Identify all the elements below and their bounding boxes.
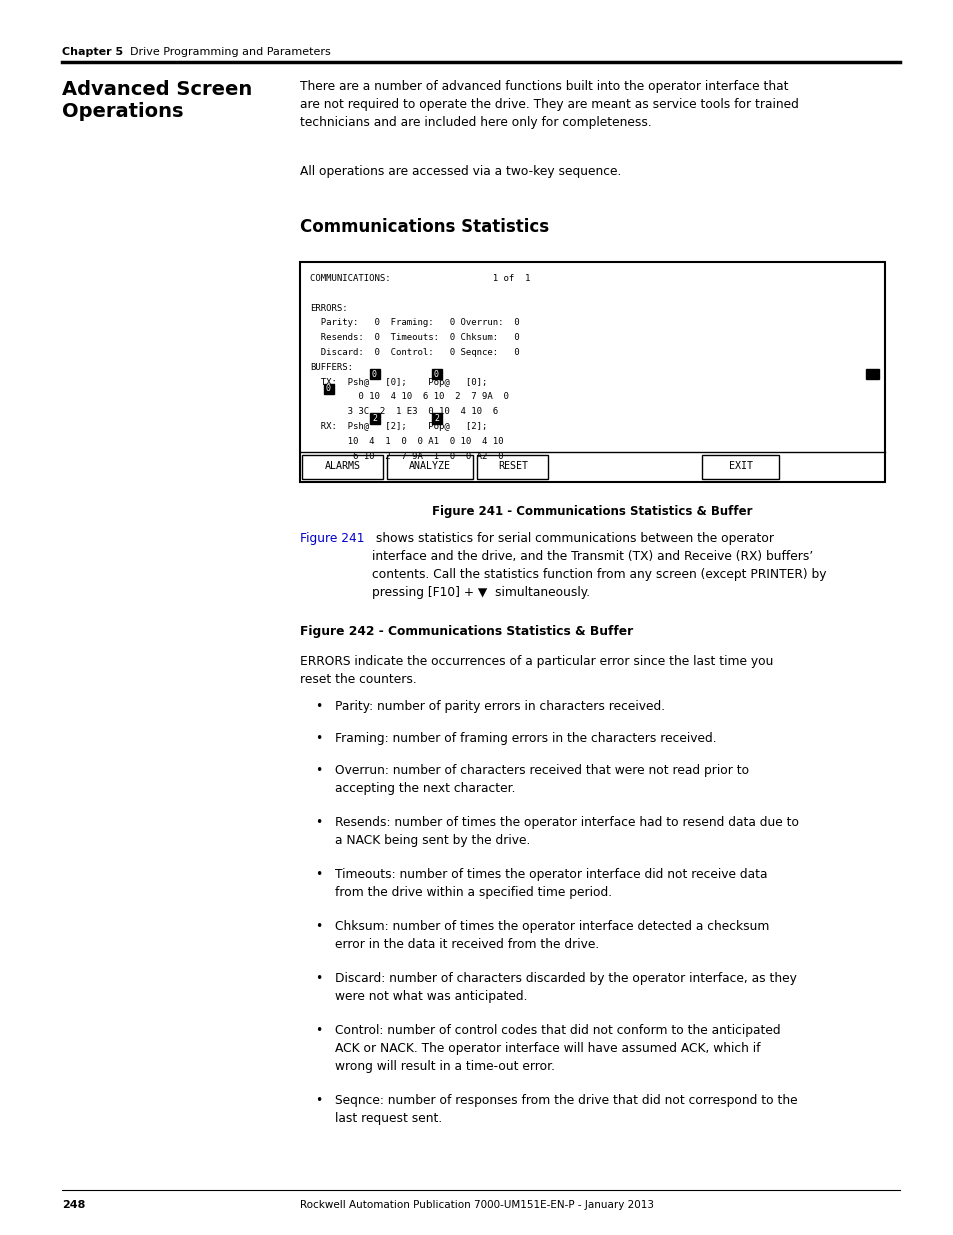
Text: ALARMS: ALARMS (324, 461, 360, 471)
Text: There are a number of advanced functions built into the operator interface that
: There are a number of advanced functions… (299, 80, 798, 128)
Text: 6 10  2  7 9A  1  0  0 A2  0: 6 10 2 7 9A 1 0 0 A2 0 (310, 452, 503, 461)
Text: •: • (314, 700, 322, 713)
Text: •: • (314, 764, 322, 777)
Text: •: • (314, 816, 322, 829)
Text: •: • (314, 1024, 322, 1037)
Bar (369, 369, 379, 379)
Text: EXIT: EXIT (728, 461, 752, 471)
Text: 2: 2 (372, 414, 376, 424)
Text: Discard:  0  Control:   0 Seqnce:   0: Discard: 0 Control: 0 Seqnce: 0 (310, 348, 519, 357)
Text: Control: number of control codes that did not conform to the anticipated
ACK or : Control: number of control codes that di… (335, 1024, 780, 1073)
Text: Parity:   0  Framing:   0 Overrun:  0: Parity: 0 Framing: 0 Overrun: 0 (310, 319, 519, 327)
Text: Chksum: number of times the operator interface detected a checksum
error in the : Chksum: number of times the operator int… (335, 920, 768, 951)
Text: •: • (314, 868, 322, 881)
Text: •: • (314, 732, 322, 745)
Text: Timeouts: number of times the operator interface did not receive data
from the d: Timeouts: number of times the operator i… (335, 868, 767, 899)
Bar (386, 454, 473, 479)
Text: Figure 241 - Communications Statistics & Buffer: Figure 241 - Communications Statistics &… (432, 505, 752, 517)
Text: Seqnce: number of responses from the drive that did not correspond to the
last r: Seqnce: number of responses from the dri… (335, 1094, 797, 1125)
Text: shows statistics for serial communications between the operator
interface and th: shows statistics for serial communicatio… (372, 532, 825, 599)
Text: Framing: number of framing errors in the characters received.: Framing: number of framing errors in the… (335, 732, 716, 745)
Text: 248: 248 (62, 1200, 85, 1210)
Text: 3 3C  2  1 E3  0 10  4 10  6: 3 3C 2 1 E3 0 10 4 10 6 (310, 408, 497, 416)
Bar (299, 262, 884, 482)
Bar (302, 454, 382, 479)
Text: BUFFERS:: BUFFERS: (310, 363, 353, 372)
Text: Figure 241: Figure 241 (299, 532, 364, 545)
Text: Drive Programming and Parameters: Drive Programming and Parameters (130, 47, 331, 57)
Text: Chapter 5: Chapter 5 (62, 47, 123, 57)
Text: RX:  Psh@   [2];    Pop@   [2];: RX: Psh@ [2]; Pop@ [2]; (310, 422, 487, 431)
Bar (323, 384, 334, 394)
Text: Figure 242 - Communications Statistics & Buffer: Figure 242 - Communications Statistics &… (299, 625, 633, 638)
Text: 0: 0 (372, 369, 376, 379)
Text: All operations are accessed via a two-key sequence.: All operations are accessed via a two-ke… (299, 165, 620, 178)
Bar (865, 369, 878, 379)
Text: RESET: RESET (497, 461, 527, 471)
Text: 10  4  1  0  0 A1  0 10  4 10: 10 4 1 0 0 A1 0 10 4 10 (310, 437, 503, 446)
Text: Parity: number of parity errors in characters received.: Parity: number of parity errors in chara… (335, 700, 664, 713)
Text: •: • (314, 1094, 322, 1107)
Text: ANALYZE: ANALYZE (409, 461, 451, 471)
Text: •: • (314, 920, 322, 932)
Text: 0 10  4 10  6 10  2  7 9A  0: 0 10 4 10 6 10 2 7 9A 0 (310, 393, 508, 401)
Text: Resends:  0  Timeouts:  0 Chksum:   0: Resends: 0 Timeouts: 0 Chksum: 0 (310, 333, 519, 342)
Text: ERRORS indicate the occurrences of a particular error since the last time you
re: ERRORS indicate the occurrences of a par… (299, 655, 773, 685)
Bar (369, 414, 379, 424)
Text: Communications Statistics: Communications Statistics (299, 219, 549, 236)
Text: 0: 0 (326, 384, 331, 394)
Bar (700, 454, 779, 479)
Bar (477, 454, 548, 479)
Bar (431, 369, 441, 379)
Text: •: • (314, 972, 322, 986)
Text: 2: 2 (434, 414, 438, 424)
Text: Resends: number of times the operator interface had to resend data due to
a NACK: Resends: number of times the operator in… (335, 816, 799, 847)
Text: Rockwell Automation Publication 7000-UM151E-EN-P - January 2013: Rockwell Automation Publication 7000-UM1… (299, 1200, 654, 1210)
Text: Overrun: number of characters received that were not read prior to
accepting the: Overrun: number of characters received t… (335, 764, 748, 795)
Text: COMMUNICATIONS:                   1 of  1: COMMUNICATIONS: 1 of 1 (310, 274, 530, 283)
Text: 0: 0 (434, 369, 438, 379)
Text: Advanced Screen
Operations: Advanced Screen Operations (62, 80, 252, 121)
Bar (431, 414, 441, 424)
Text: ERRORS:: ERRORS: (310, 304, 347, 312)
Text: TX:  Psh@   [0];    Pop@   [0];: TX: Psh@ [0]; Pop@ [0]; (310, 378, 487, 387)
Text: Discard: number of characters discarded by the operator interface, as they
were : Discard: number of characters discarded … (335, 972, 796, 1003)
